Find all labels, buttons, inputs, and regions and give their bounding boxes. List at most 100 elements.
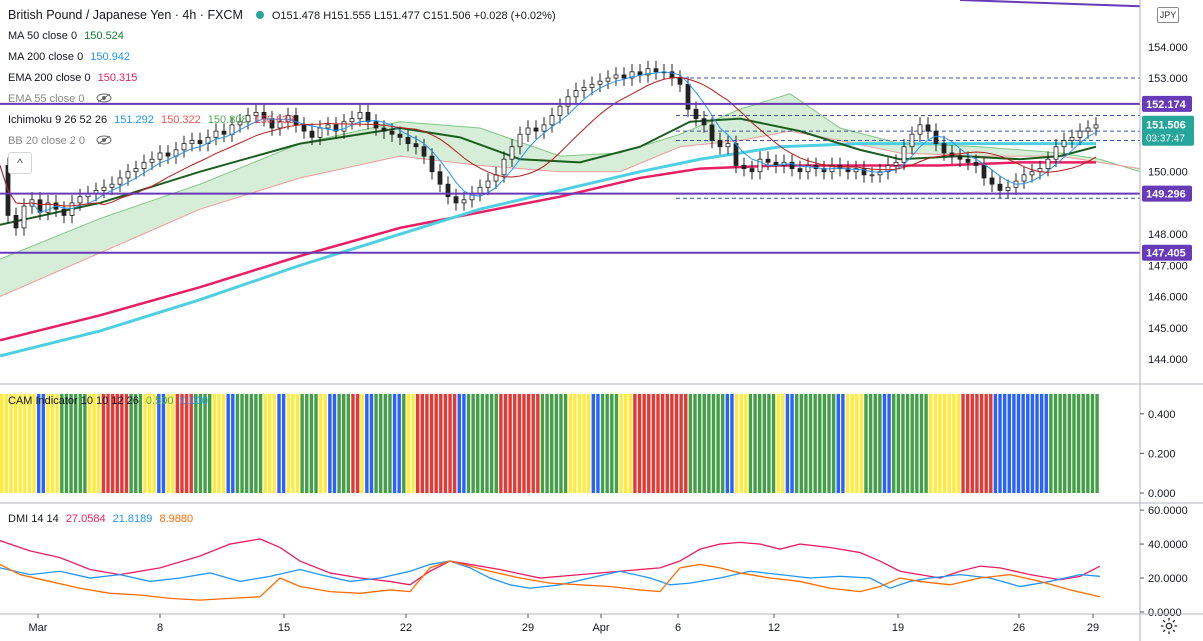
cam-bar	[550, 393, 554, 493]
currency-badge[interactable]: JPY	[1157, 7, 1179, 23]
cam-bar	[679, 393, 683, 493]
eye-hidden-icon[interactable]	[96, 93, 112, 103]
cam-bar	[332, 393, 337, 493]
cam-bar	[813, 393, 817, 493]
cam-bar	[688, 393, 693, 493]
cam-bar	[637, 393, 642, 493]
candle-body	[1053, 146, 1059, 160]
cam-bar	[429, 393, 434, 493]
cam-bar	[850, 393, 854, 493]
cam-bar	[300, 393, 304, 493]
cam-bar	[517, 393, 522, 493]
cam-bar	[984, 393, 988, 493]
candle-body	[1093, 124, 1099, 129]
cam-bar	[323, 393, 327, 493]
candle-body	[653, 68, 659, 73]
legend-dmi[interactable]: DMI 14 14 27.0584 21.8189 8.9880	[8, 512, 197, 526]
cam-bar	[157, 393, 161, 493]
cam-bar	[402, 393, 406, 493]
cam-bar	[4, 393, 9, 493]
cam-bar	[591, 393, 596, 493]
candle-body	[933, 130, 939, 145]
candle-body	[517, 133, 523, 148]
candle-body	[845, 168, 851, 173]
candle-body	[685, 83, 691, 110]
candle-body	[909, 133, 915, 148]
level-price-label: 147.405	[1146, 248, 1186, 260]
candle-body	[429, 155, 435, 173]
level-price-tag	[1142, 95, 1192, 112]
cam-bar	[757, 393, 762, 493]
candle-body	[485, 180, 491, 188]
cam-bar	[554, 393, 559, 493]
legend-ichimoku[interactable]: Ichimoku 9 26 52 26 151.292 150.322 150.…	[8, 113, 298, 127]
legend-ma200[interactable]: MA 200 close 0 150.942	[8, 50, 134, 64]
legend-ichimoku-v4: 150.633	[254, 114, 295, 126]
cam-bar	[989, 393, 993, 493]
collapse-legend-button[interactable]: ^	[8, 152, 32, 174]
cam-bar	[392, 393, 397, 493]
candle-body	[13, 215, 19, 229]
cam-bar	[762, 393, 767, 493]
candle-body	[693, 108, 699, 120]
time-tick-label: 29	[1087, 622, 1099, 634]
cam-bar	[610, 393, 614, 493]
time-tick-label: 29	[522, 622, 534, 634]
cam-bar	[526, 393, 531, 493]
tenkan-line	[0, 71, 1097, 213]
candle-body	[509, 146, 515, 160]
legend-ma50[interactable]: MA 50 close 0 150.524	[8, 29, 128, 43]
cam-bar	[92, 393, 96, 493]
candle-body	[413, 143, 419, 148]
dmi-line	[0, 560, 1101, 601]
cam-bar	[545, 393, 549, 493]
candle-body	[733, 143, 739, 166]
legend-bb[interactable]: BB 20 close 2 0	[8, 134, 116, 148]
time-tick-label: Apr	[592, 622, 609, 634]
legend-bb-label: BB 20 close 2 0	[8, 135, 86, 147]
cam-bar	[905, 393, 910, 493]
level-price-tag	[1142, 244, 1192, 261]
cam-bar	[887, 393, 891, 493]
candle-body	[765, 158, 771, 163]
cam-bar	[383, 393, 388, 493]
cam-bar	[46, 393, 50, 493]
cam-bar	[956, 393, 961, 493]
legend-ema200-label: EMA 200 close 0	[8, 72, 91, 84]
candle-body	[1077, 130, 1083, 138]
cam-bar	[970, 393, 975, 493]
cam-bar	[374, 393, 378, 493]
price-tick-label: 147.000	[1148, 260, 1188, 272]
candle-body	[277, 121, 283, 129]
cam-bar	[457, 393, 461, 493]
cam-bar	[180, 393, 184, 493]
cam-bar	[365, 393, 369, 493]
cam-bar	[235, 393, 240, 493]
cam-bar	[568, 393, 572, 493]
legend-ichimoku-v2: 150.322	[160, 114, 201, 126]
gear-icon[interactable]	[1160, 617, 1178, 635]
eye-hidden-icon[interactable]	[96, 135, 112, 145]
cam-bar	[476, 393, 480, 493]
cam-tick-label: 0.000	[1148, 488, 1176, 500]
legend-ema200[interactable]: EMA 200 close 0 150.315	[8, 71, 141, 85]
legend-ema55[interactable]: EMA 55 close 0	[8, 92, 116, 106]
cam-bar	[309, 393, 314, 493]
legend-cam[interactable]: CAM Indicator 10 10 12 26 0.500 0.000	[8, 394, 212, 408]
cam-bar	[351, 393, 355, 493]
cam-bar	[138, 393, 143, 493]
time-tick-label: 19	[892, 622, 904, 634]
symbol-title[interactable]: British Pound / Japanese Yen · 4h · FXCM	[8, 8, 243, 22]
cam-tick-label: 0.400	[1148, 409, 1176, 421]
cam-bar	[226, 393, 230, 493]
candle-body	[565, 96, 571, 107]
cam-bar	[711, 393, 716, 493]
candle-body	[613, 74, 619, 79]
cam-indicator-pane	[0, 393, 1099, 493]
cam-bar	[277, 393, 281, 493]
cam-bar	[739, 393, 743, 493]
cam-bar	[559, 393, 563, 493]
cam-bar	[919, 393, 924, 493]
time-tick-label: 15	[278, 622, 290, 634]
